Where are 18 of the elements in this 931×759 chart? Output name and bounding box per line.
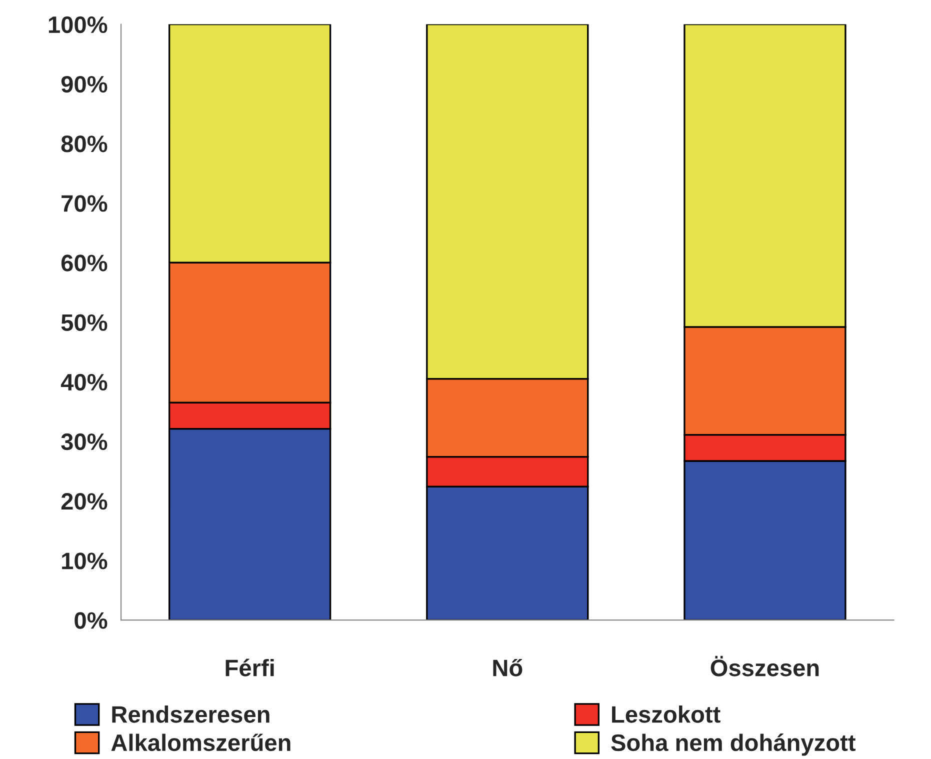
y-tick-label: 30% bbox=[61, 433, 108, 450]
y-tick-label: 50% bbox=[61, 314, 108, 331]
y-tick-label: 20% bbox=[61, 493, 108, 510]
legend-label: Alkalomszerűen bbox=[111, 734, 290, 752]
y-tick-label: 40% bbox=[60, 374, 108, 391]
y-tick-label: 90% bbox=[61, 76, 108, 93]
y-tick-label: 0% bbox=[74, 612, 108, 629]
x-tick-label: Összesen bbox=[710, 656, 819, 676]
y-tick-label: 70% bbox=[62, 195, 108, 212]
y-tick-label: 100% bbox=[48, 16, 108, 34]
x-tick-label: Nő bbox=[493, 658, 522, 676]
x-tick-label: Férfi bbox=[226, 658, 274, 676]
legend-label: Soha nem dohányzott bbox=[611, 734, 856, 756]
y-tick-label: 60% bbox=[61, 254, 108, 272]
legend-label: Leszokott bbox=[612, 705, 720, 723]
y-tick-label: 10% bbox=[62, 552, 108, 570]
y-tick-label: 80% bbox=[61, 136, 108, 152]
legend-label: Rendszeresen bbox=[112, 705, 270, 723]
